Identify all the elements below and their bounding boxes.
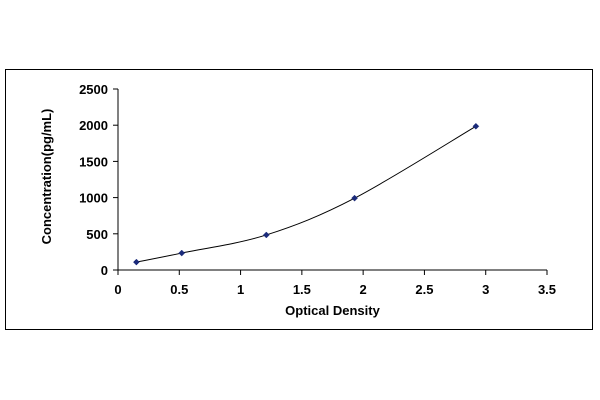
x-tick-label: 0.5: [170, 282, 188, 297]
x-tick-label: 1: [237, 282, 244, 297]
series-line: [136, 125, 477, 263]
x-tick-label: 2.5: [415, 282, 433, 297]
y-tick-label: 1000: [79, 191, 108, 206]
ticks: 0 0.5 1 1.5 2 2.5 3 3.5 0 500 1000 1500 2000 2500: [79, 82, 556, 297]
x-tick-label: 3.5: [538, 282, 556, 297]
x-tick-label: 1.5: [293, 282, 311, 297]
y-tick-label: 2000: [79, 118, 108, 133]
y-tick-label: 2500: [79, 82, 108, 97]
data-point: [133, 258, 140, 266]
y-axis-label: Concentration(pg/mL): [39, 109, 54, 245]
y-tick-label: 500: [86, 227, 108, 242]
data-point: [178, 249, 186, 257]
chart-frame: [5, 69, 593, 330]
data-point: [262, 231, 270, 239]
data-point: [472, 122, 480, 130]
data-point: [351, 194, 358, 202]
y-tick-label: 0: [101, 263, 108, 278]
axes: [117, 89, 547, 271]
x-tick-label: 0: [114, 282, 121, 297]
y-tick-label: 1500: [79, 154, 108, 169]
x-tick-label: 2: [360, 282, 367, 297]
x-axis-label: Optical Density: [285, 303, 380, 318]
x-tick-label: 3: [482, 282, 489, 297]
series: [133, 122, 480, 266]
